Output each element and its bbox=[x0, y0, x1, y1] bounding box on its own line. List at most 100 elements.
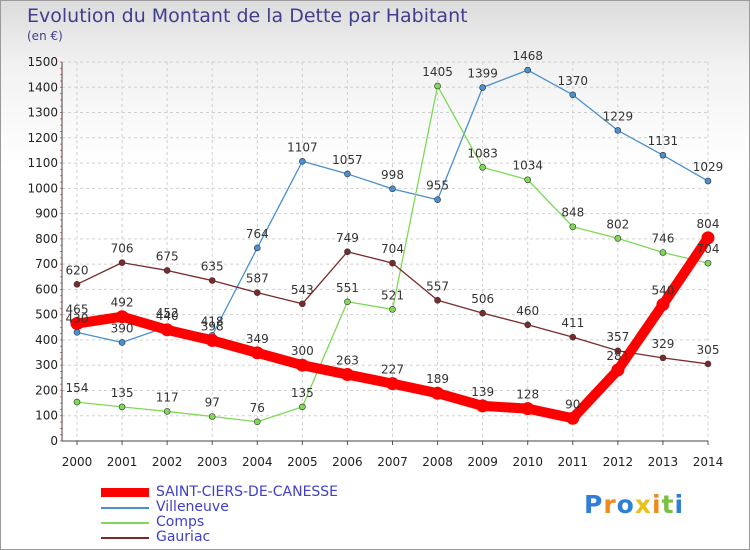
data-label: 76 bbox=[250, 401, 265, 415]
data-point bbox=[659, 354, 667, 362]
data-point bbox=[659, 249, 667, 256]
y-tick-label: 400 bbox=[35, 333, 58, 347]
x-tick-label: 2008 bbox=[422, 455, 453, 469]
data-label: 749 bbox=[336, 231, 359, 245]
legend-label: SAINT-CIERS-DE-CANESSE bbox=[156, 484, 339, 500]
legend-label: Comps bbox=[156, 514, 205, 530]
data-point bbox=[656, 298, 670, 312]
data-point bbox=[253, 244, 261, 252]
data-point bbox=[344, 298, 351, 306]
data-point bbox=[704, 360, 712, 368]
data-label: 492 bbox=[111, 296, 134, 310]
data-label: 587 bbox=[246, 272, 269, 286]
data-label: 349 bbox=[246, 332, 269, 346]
legend-swatch bbox=[101, 488, 149, 497]
data-point bbox=[73, 281, 81, 288]
data-point bbox=[299, 403, 306, 411]
x-tick-label: 2000 bbox=[62, 455, 93, 469]
data-label: 802 bbox=[606, 217, 629, 231]
data-label: 411 bbox=[561, 316, 584, 330]
data-point bbox=[250, 346, 264, 360]
data-point bbox=[704, 177, 712, 185]
y-tick-label: 0 bbox=[50, 434, 58, 448]
data-label: 1034 bbox=[512, 159, 543, 173]
series-layer bbox=[70, 66, 715, 426]
data-label: 540 bbox=[651, 284, 674, 298]
data-point bbox=[434, 82, 441, 90]
data-label: 300 bbox=[291, 344, 314, 358]
data-label: 97 bbox=[205, 395, 220, 409]
x-tick-label: 2010 bbox=[512, 455, 543, 469]
y-tick-label: 1300 bbox=[27, 106, 58, 120]
unit-label: (en €) bbox=[27, 29, 63, 43]
data-label: 804 bbox=[697, 217, 720, 231]
legend-label: Villeneuve bbox=[156, 499, 229, 515]
data-point bbox=[115, 310, 129, 324]
data-point bbox=[253, 418, 261, 426]
data-point bbox=[73, 329, 81, 336]
x-tick-label: 2002 bbox=[152, 455, 183, 469]
data-point bbox=[340, 368, 354, 382]
data-label: 848 bbox=[561, 206, 584, 220]
data-label: 281 bbox=[606, 349, 629, 363]
data-label: 998 bbox=[381, 168, 404, 182]
data-point bbox=[476, 399, 490, 413]
y-tick-label: 1100 bbox=[27, 156, 58, 170]
y-tick-label: 300 bbox=[35, 358, 58, 372]
x-tick-label: 2005 bbox=[287, 455, 318, 469]
data-point bbox=[524, 321, 532, 329]
x-tick-label: 2004 bbox=[242, 455, 273, 469]
data-label: 551 bbox=[336, 281, 359, 295]
y-tick-label: 800 bbox=[35, 232, 58, 246]
data-point bbox=[479, 309, 486, 317]
legend-swatch bbox=[101, 507, 149, 509]
data-point bbox=[386, 377, 399, 391]
data-label: 706 bbox=[111, 242, 134, 256]
data-point bbox=[614, 235, 622, 242]
data-label: 154 bbox=[66, 381, 89, 395]
data-label: 1057 bbox=[332, 153, 363, 167]
data-label: 430 bbox=[66, 311, 89, 325]
x-tick-label: 2001 bbox=[107, 455, 138, 469]
data-point bbox=[344, 248, 351, 256]
data-point bbox=[118, 259, 126, 266]
data-label: 746 bbox=[651, 232, 674, 246]
x-tick-label: 2003 bbox=[197, 455, 228, 469]
data-label: 135 bbox=[291, 386, 314, 400]
data-point bbox=[389, 259, 396, 267]
data-point bbox=[344, 170, 351, 178]
data-label: 357 bbox=[606, 330, 629, 344]
x-tick-label: 2007 bbox=[377, 455, 408, 469]
data-label-layer: 465 492 440 398 349 300 263 227 189 139 128 90 281 54… bbox=[66, 49, 724, 415]
data-point bbox=[160, 323, 174, 337]
y-tick-label: 900 bbox=[35, 207, 58, 221]
data-label: 135 bbox=[111, 386, 134, 400]
data-point bbox=[205, 333, 219, 347]
data-point bbox=[479, 84, 486, 91]
data-point bbox=[208, 413, 216, 420]
x-tick-label: 2014 bbox=[693, 455, 724, 469]
data-point bbox=[73, 398, 81, 406]
data-point bbox=[208, 277, 216, 284]
y-tick-label: 500 bbox=[35, 308, 58, 322]
data-label: 418 bbox=[201, 314, 224, 328]
data-label: 1107 bbox=[287, 140, 318, 154]
axis-layer: 0 100 200 300 400 500 600 700 800 900 1000 1100 1200… bbox=[27, 55, 723, 469]
data-point bbox=[389, 306, 396, 313]
data-point bbox=[569, 223, 577, 231]
data-label: 557 bbox=[426, 279, 449, 293]
data-label: 1131 bbox=[648, 134, 679, 148]
data-label: 635 bbox=[201, 260, 224, 274]
data-label: 1370 bbox=[558, 74, 589, 88]
data-label: 1083 bbox=[467, 146, 498, 160]
y-tick-label: 1500 bbox=[27, 55, 58, 69]
data-label: 543 bbox=[291, 283, 314, 297]
data-point bbox=[659, 151, 667, 159]
data-point bbox=[431, 386, 445, 400]
y-tick-label: 1400 bbox=[27, 80, 58, 94]
data-point bbox=[389, 185, 396, 193]
data-label: 1468 bbox=[512, 49, 543, 63]
data-point bbox=[524, 176, 532, 184]
data-point bbox=[434, 196, 441, 204]
